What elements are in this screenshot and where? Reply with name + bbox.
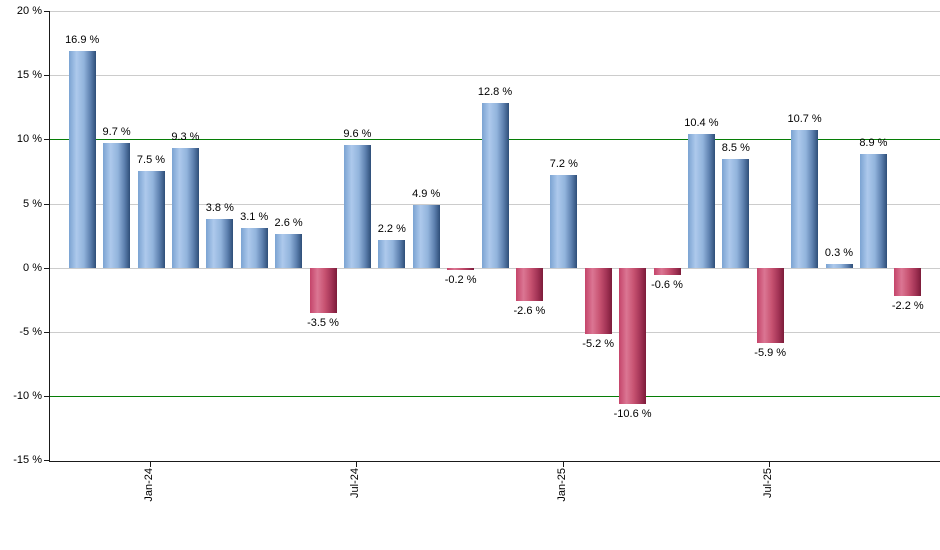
negative-return-bar (619, 267, 647, 404)
bar-value-label: 2.2 % (377, 222, 406, 235)
bar-value-label: 8.9 % (859, 136, 888, 149)
y-axis-tick-mark (44, 203, 49, 205)
x-axis-tick-label: Jul-24 (349, 468, 362, 498)
x-axis-tick-label: Jan-24 (143, 468, 155, 502)
y-axis-tick-label: 10 % (16, 133, 42, 146)
x-axis-tick-label: Jan-25 (555, 468, 568, 502)
gridline (50, 331, 940, 333)
negative-return-bar (653, 267, 681, 276)
negative-return-bar (309, 267, 337, 313)
bar-value-label: 0.3 % (824, 246, 854, 259)
bar-value-label: 7.2 % (549, 158, 578, 171)
bar-value-label: 10.4 % (684, 117, 719, 130)
positive-return-bar (240, 227, 268, 268)
bar-value-label: -0.2 % (444, 274, 477, 287)
bar-value-label: 4.9 % (412, 187, 441, 200)
x-axis-tick-mark (356, 462, 358, 467)
y-axis-tick-label: 0 % (23, 261, 42, 274)
positive-return-bar (722, 158, 750, 268)
x-axis-tick-mark (769, 462, 771, 467)
positive-return-bar (481, 103, 509, 268)
bar-value-label: -0.6 % (651, 279, 683, 292)
bar-value-label: -5.2 % (582, 338, 615, 351)
positive-return-bar (103, 143, 131, 268)
bar-value-label: 2.6 % (274, 217, 303, 230)
bar-value-label: 10.7 % (787, 113, 822, 126)
y-axis-tick-mark (44, 75, 49, 77)
positive-return-bar (859, 153, 887, 268)
y-axis-tick-label: -10 % (13, 390, 42, 402)
bar-value-label: -10.6 % (613, 407, 652, 420)
bar-value-label: 3.8 % (205, 201, 234, 214)
negative-return-bar (584, 267, 612, 335)
highlight-gridline (50, 396, 940, 397)
bar-value-label: 3.1 % (240, 210, 269, 223)
positive-return-bar (206, 218, 234, 268)
bar-value-label: 7.5 % (136, 154, 166, 167)
x-axis-tick-mark (150, 462, 151, 467)
y-axis-tick-label: 15 % (16, 69, 42, 82)
y-axis-tick-mark (44, 460, 49, 462)
bar-value-label: -5.9 % (754, 347, 787, 360)
plot-area: 16.9 % 9.7 % 7.5 % 9.3 % 3.8 % 3.1 % 2.6 % -3.5… (49, 11, 940, 462)
negative-return-bar (894, 267, 922, 296)
bar-value-label: -2.6 % (513, 305, 546, 318)
gridline (50, 11, 940, 12)
negative-return-bar (447, 267, 475, 271)
y-axis-tick-mark (44, 396, 49, 397)
bar-value-label: 8.5 % (721, 141, 750, 154)
positive-return-bar (412, 204, 440, 268)
positive-return-bar (825, 263, 853, 268)
bar-value-label: 12.8 % (477, 86, 513, 99)
bar-value-label: 16.9 % (65, 33, 100, 46)
y-axis-tick-label: 20 % (16, 5, 42, 17)
bar-value-label: -3.5 % (307, 316, 339, 329)
gridline (50, 75, 940, 77)
gridline (50, 267, 940, 269)
y-axis-tick-label: 5 % (23, 197, 42, 210)
y-axis-tick-label: -5 % (19, 325, 42, 338)
negative-return-bar (756, 267, 784, 344)
bar-value-label: -2.2 % (891, 299, 924, 312)
y-axis-tick-mark (44, 139, 49, 141)
bar-value-label: 9.3 % (171, 131, 200, 144)
negative-return-bar (515, 267, 543, 302)
positive-return-bar (378, 239, 406, 268)
positive-return-bar (171, 148, 199, 268)
positive-return-bar (137, 171, 165, 268)
positive-return-bar (550, 175, 578, 268)
y-axis-tick-label: -15 % (13, 454, 42, 467)
y-axis-tick-mark (44, 11, 49, 12)
bar-value-label: 9.6 % (343, 127, 372, 140)
positive-return-bar (343, 144, 371, 268)
x-axis-tick-label: Jul-25 (762, 468, 775, 498)
y-axis-tick-mark (44, 267, 49, 269)
bar-value-label: 9.7 % (102, 126, 131, 139)
positive-return-bar (68, 50, 96, 268)
positive-return-bar (275, 234, 303, 268)
y-axis-tick-mark (44, 331, 49, 333)
positive-return-bar (687, 134, 715, 268)
positive-return-bar (791, 130, 819, 268)
x-axis-tick-mark (562, 462, 564, 467)
